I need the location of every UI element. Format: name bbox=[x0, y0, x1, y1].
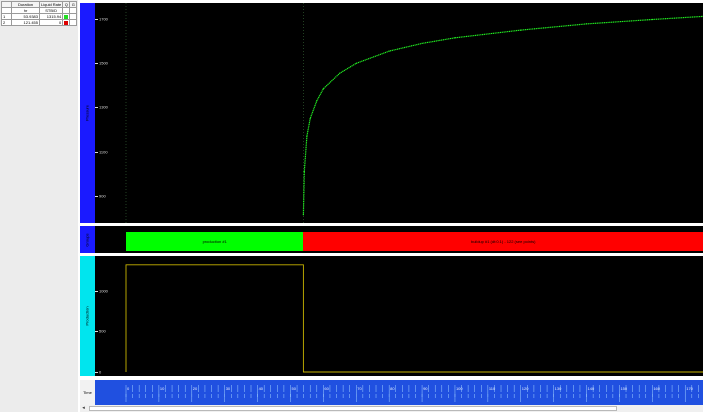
groups-axis: Groups bbox=[80, 226, 95, 253]
production-plot[interactable]: 1000 500 0 bbox=[95, 256, 703, 376]
header-liquid-rate[interactable]: Liquid Rate bbox=[38, 1, 64, 8]
time-tick-label: 120 bbox=[522, 386, 529, 391]
pressure-point bbox=[520, 29, 522, 31]
pressure-tick-label: 1500 bbox=[99, 60, 108, 66]
rate-table: Duration Liquid Rate Q G hr STB/D 1 53.9… bbox=[1, 1, 78, 26]
time-ruler[interactable]: 0 10 20 30 40 50 60 70 80 90 100 110 120 130 140 150 160… bbox=[95, 380, 703, 405]
row-duration[interactable]: 121.455 bbox=[11, 19, 40, 26]
pressure-curve bbox=[302, 15, 703, 215]
pressure-point bbox=[454, 37, 456, 39]
row-color-swatch bbox=[64, 20, 69, 25]
pressure-point bbox=[306, 135, 308, 137]
production-tick-label: 500 bbox=[99, 328, 106, 334]
pressure-tick bbox=[95, 195, 98, 197]
production-step-line bbox=[125, 264, 703, 373]
pressure-point bbox=[322, 88, 324, 90]
groups-track[interactable]: Groups production #1 buildup #1 (dt:0.1)… bbox=[80, 226, 703, 253]
pressure-tick-label: 1700 bbox=[99, 16, 108, 22]
pressure-point bbox=[388, 50, 390, 52]
row-index: 2 bbox=[1, 19, 12, 26]
time-tick-label: 110 bbox=[489, 386, 496, 391]
pressure-chart[interactable] bbox=[95, 3, 703, 223]
pressure-point bbox=[651, 18, 653, 21]
pressure-point bbox=[339, 72, 341, 74]
pressure-point bbox=[303, 171, 305, 173]
pressure-point bbox=[316, 100, 318, 102]
row-g-cell[interactable] bbox=[69, 19, 78, 26]
pressure-track[interactable]: Pressure 1700 1500 1300 1100 900 bbox=[80, 3, 703, 223]
pressure-axis-label: Pressure bbox=[84, 105, 90, 122]
production-axis[interactable]: Production bbox=[80, 256, 95, 376]
production-tick bbox=[95, 372, 98, 373]
row-color-cell[interactable] bbox=[62, 19, 71, 26]
pressure-tick-label: 1100 bbox=[99, 149, 108, 155]
time-tick-label: 150 bbox=[620, 386, 627, 391]
pressure-tick-label: 1300 bbox=[99, 104, 108, 110]
scrollbar-thumb[interactable] bbox=[89, 406, 617, 411]
time-tick-label: 130 bbox=[555, 386, 562, 391]
production-group-bar[interactable]: production #1 bbox=[126, 232, 304, 251]
production-tick bbox=[95, 331, 98, 333]
production-axis-label: Production bbox=[84, 306, 90, 326]
time-tick-label: 50 bbox=[291, 386, 296, 391]
pressure-tick bbox=[95, 19, 98, 21]
pressure-tick bbox=[95, 107, 98, 109]
plot-area: Pressure 1700 1500 1300 1100 900 Groups prod… bbox=[80, 0, 703, 412]
pressure-point bbox=[355, 62, 357, 64]
time-tick-label: 170 bbox=[686, 386, 693, 391]
buildup-group-bar[interactable]: buildup #1 (dt:0.1) - 122 (see points) bbox=[303, 232, 703, 251]
production-tick-label: 1000 bbox=[99, 288, 108, 294]
time-axis-label: Time bbox=[80, 380, 95, 405]
production-group-label: production #1 bbox=[202, 239, 227, 244]
time-tick-label: 30 bbox=[226, 386, 231, 391]
pressure-tick bbox=[95, 151, 98, 153]
pressure-tick-label: 900 bbox=[99, 193, 106, 199]
time-tick-label: 20 bbox=[193, 386, 198, 391]
buildup-group-label: buildup #1 (dt:0.1) - 122 (see points) bbox=[470, 239, 536, 244]
time-tick-label: 90 bbox=[423, 386, 428, 391]
pressure-point bbox=[309, 117, 311, 120]
time-ruler-ticks: 0 10 20 30 40 50 60 70 80 90 100 110 120 130 140 150 160… bbox=[125, 385, 699, 402]
table-row[interactable]: 2 121.455 0 bbox=[1, 19, 78, 26]
production-tick-label: 0 bbox=[99, 369, 102, 375]
row-color-swatch bbox=[64, 14, 69, 19]
pressure-plot[interactable]: 1700 1500 1300 1100 900 bbox=[95, 3, 703, 223]
pressure-tick bbox=[95, 63, 98, 65]
pressure-point bbox=[585, 23, 588, 25]
time-axis[interactable]: Time 0 10 20 30 40 50 60 70 80 90 100 110 120 130 140 1… bbox=[80, 380, 703, 405]
time-tick-label: 70 bbox=[357, 386, 362, 391]
production-chart[interactable] bbox=[95, 256, 703, 376]
row-liquid-rate[interactable]: 0 bbox=[38, 19, 64, 26]
pressure-point bbox=[421, 42, 423, 45]
time-tick-label: 160 bbox=[653, 386, 660, 391]
groups-plot[interactable]: production #1 buildup #1 (dt:0.1) - 122 … bbox=[95, 226, 703, 253]
time-tick-label: 60 bbox=[324, 386, 329, 391]
time-tick-label: 80 bbox=[390, 386, 395, 391]
production-tick bbox=[95, 290, 98, 292]
scroll-left-icon[interactable]: ◂ bbox=[82, 405, 85, 411]
pressure-axis[interactable]: Pressure bbox=[80, 3, 95, 223]
time-tick-label: 10 bbox=[160, 386, 165, 391]
production-track[interactable]: Production 1000 500 0 bbox=[80, 256, 703, 376]
time-tick-label: 100 bbox=[456, 386, 463, 391]
time-tick-label: 140 bbox=[588, 386, 595, 391]
time-tick-label: 40 bbox=[259, 386, 264, 391]
pressure-point bbox=[302, 214, 304, 216]
time-tick-label: 0 bbox=[127, 386, 130, 391]
left-panel: Duration Liquid Rate Q G hr STB/D 1 53.9… bbox=[0, 0, 78, 412]
horizontal-scrollbar[interactable]: ◂ bbox=[80, 405, 703, 412]
